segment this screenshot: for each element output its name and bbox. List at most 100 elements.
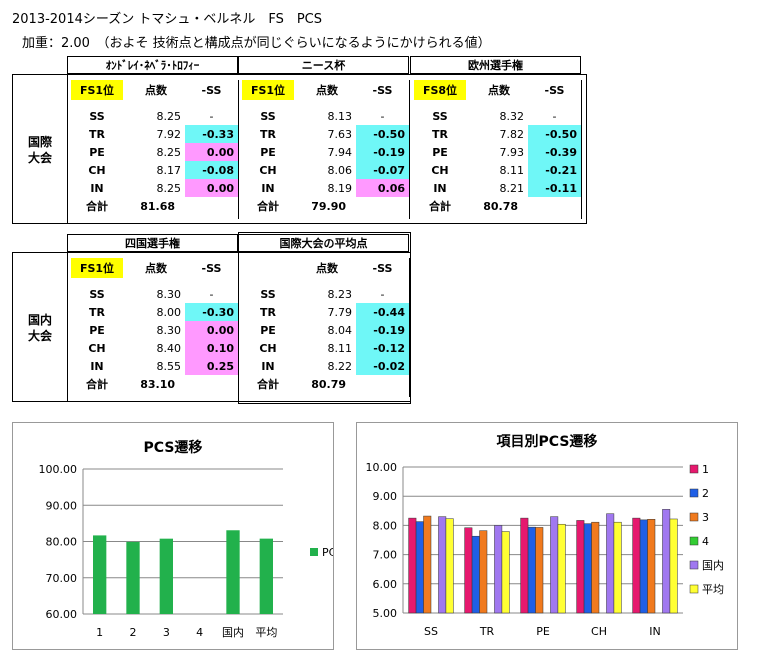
chart2-title: 項目別PCS遷移: [496, 434, 598, 450]
component-score: 8.55: [156, 359, 182, 373]
bar: [423, 515, 432, 614]
component-label: TR: [89, 127, 105, 141]
bar: [606, 513, 615, 614]
component-diff: 0.00: [185, 321, 238, 339]
y-tick-label: 10.00: [366, 461, 398, 474]
component-diff: -: [552, 109, 557, 123]
score-col-header: 点数: [145, 262, 167, 275]
component-score: 8.11: [499, 163, 525, 177]
component-label: CH: [431, 163, 449, 177]
component-diff: -0.50: [356, 125, 409, 143]
component-diff: -0.33: [185, 125, 238, 143]
component-diff: 0.06: [356, 179, 409, 197]
legend-label: 国内: [702, 558, 724, 572]
bar: [259, 538, 273, 614]
diff-col-header: -SS: [201, 261, 222, 275]
component-score: 8.25: [156, 181, 182, 195]
y-tick-label: 90.00: [46, 499, 78, 512]
component-diff: 0.25: [185, 357, 238, 375]
col-separator: [409, 80, 410, 219]
component-score: 8.19: [327, 181, 353, 195]
component-label: IN: [433, 181, 447, 195]
component-diff: -: [209, 287, 214, 301]
legend-label: 1: [702, 463, 709, 476]
y-tick-label: 6.00: [373, 578, 398, 591]
diff-col-header: -SS: [372, 261, 393, 275]
component-score: 7.63: [327, 127, 353, 141]
bar: [613, 521, 622, 614]
score-col-header: 点数: [488, 84, 510, 97]
bar: [520, 517, 529, 614]
chart1-title: PCS遷移: [143, 440, 203, 456]
x-tick-label: 3: [163, 626, 170, 639]
col-separator: [238, 80, 239, 219]
legend-swatch: [689, 536, 699, 546]
bar: [471, 535, 480, 614]
component-score: 8.06: [327, 163, 353, 177]
component-diff: -0.21: [528, 161, 581, 179]
bar: [438, 516, 447, 614]
pcs-transition-chart: PCS遷移 60.00 70.00 80.00 90.00 100.00 1 2 3 4 国内 平均…: [12, 422, 334, 650]
component-label: PE: [260, 145, 276, 159]
x-tick-label: 国内: [222, 625, 244, 639]
component-score: 8.11: [327, 341, 353, 355]
x-tick-label: PE: [536, 625, 550, 638]
component-diff: -0.08: [185, 161, 238, 179]
component-diff: -0.30: [185, 303, 238, 321]
component-label: SS: [260, 109, 276, 123]
bar: [408, 517, 417, 614]
diff-col-header: -SS: [201, 83, 222, 97]
y-tick-label: 100.00: [39, 463, 78, 476]
y-tick-label: 70.00: [46, 572, 78, 585]
component-label: SS: [89, 287, 105, 301]
component-label: CH: [88, 163, 106, 177]
y-tick-label: 60.00: [46, 608, 78, 621]
component-label: SS: [89, 109, 105, 123]
component-diff: -0.19: [356, 143, 409, 161]
component-score: 8.40: [156, 341, 182, 355]
legend-swatch: [689, 560, 699, 570]
x-tick-label: TR: [479, 625, 495, 638]
component-score: 8.25: [156, 109, 182, 123]
label-separator: [67, 252, 68, 402]
x-tick-label: SS: [424, 625, 438, 638]
y-tick-label: 8.00: [373, 519, 398, 532]
component-diff: -: [209, 109, 214, 123]
component-label: IN: [90, 181, 104, 195]
legend-swatch: [689, 512, 699, 522]
component-diff: 0.10: [185, 339, 238, 357]
score-col-header: 点数: [316, 262, 338, 275]
component-score: 8.30: [156, 323, 182, 337]
bar: [479, 530, 488, 614]
bar: [647, 519, 656, 614]
rank-badge: FS8位: [414, 80, 466, 100]
component-label: PE: [89, 323, 105, 337]
component-score: 7.93: [499, 145, 525, 159]
component-diff: -0.39: [528, 143, 581, 161]
legend-label: 2: [702, 487, 709, 500]
label-separator: [67, 74, 68, 224]
x-tick-label: 1: [96, 626, 103, 639]
component-score: 8.23: [327, 287, 353, 301]
component-score: 8.30: [156, 287, 182, 301]
bar: [669, 518, 678, 614]
rank-badge: FS1位: [71, 258, 123, 278]
component-diff: -: [380, 287, 385, 301]
component-diff: -0.11: [528, 179, 581, 197]
legend-swatch: [310, 548, 318, 556]
bar: [527, 526, 536, 614]
bar: [494, 525, 503, 614]
bar: [550, 516, 559, 614]
total-label: 合計: [429, 200, 451, 213]
component-score: 8.00: [156, 305, 182, 319]
y-tick-label: 5.00: [373, 607, 398, 620]
score-col-header: 点数: [316, 84, 338, 97]
component-diff: -0.19: [356, 321, 409, 339]
component-label: PE: [260, 323, 276, 337]
average-table-frame: [238, 232, 411, 404]
intl-row-label: 国際 大会: [27, 135, 52, 165]
y-tick-label: 7.00: [373, 549, 398, 562]
x-tick-label: CH: [591, 625, 607, 638]
total-label: 合計: [86, 378, 108, 391]
event-header: 国際大会の平均点: [238, 234, 409, 252]
